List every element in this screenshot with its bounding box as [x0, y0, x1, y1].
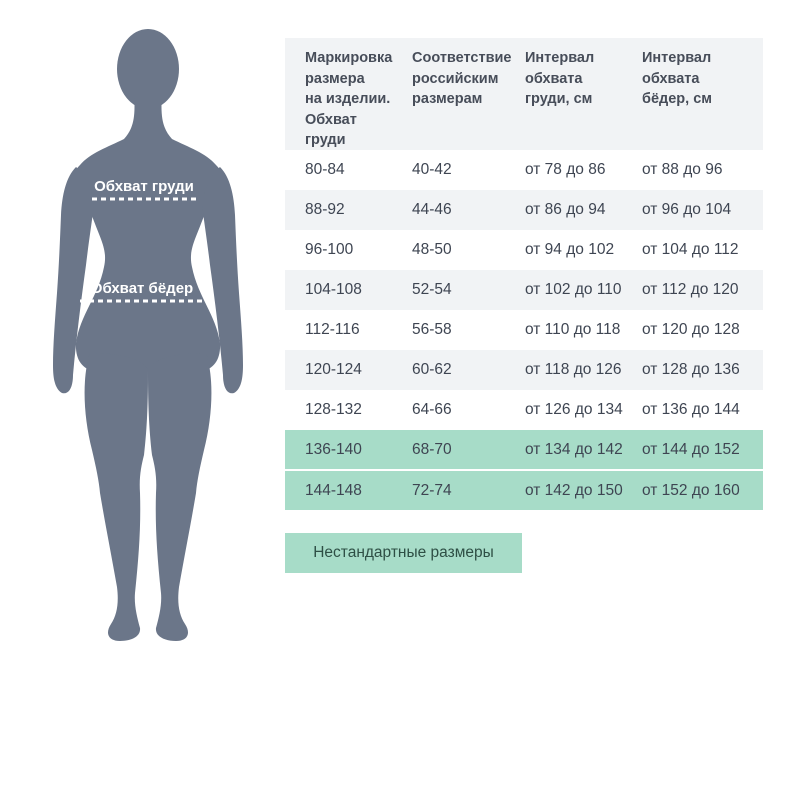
cell-hip-interval: от 144 до 152	[642, 440, 740, 458]
cell-russian-size: 44-46	[412, 201, 452, 218]
cell-hip-interval: от 136 до 144	[642, 401, 740, 418]
cell-chest-interval: от 94 до 102	[525, 241, 615, 258]
cell-hip-interval: от 104 до 112	[642, 241, 739, 258]
cell-hip-interval: от 112 до 120	[642, 281, 739, 298]
cell-chest-interval: от 134 до 142	[525, 440, 623, 458]
cell-chest-interval: от 110 до 118	[525, 321, 621, 338]
table-row: 96-100 48-50 от 94 до 102 от 104 до 112	[285, 230, 763, 270]
cell-russian-size: 60-62	[412, 361, 452, 378]
cell-hip-interval: от 96 до 104	[642, 201, 732, 218]
cell-russian-size: 64-66	[412, 401, 452, 418]
table-row: 112-116 56-58 от 110 до 118 от 120 до 12…	[285, 310, 763, 350]
cell-size-marking: 136-140	[305, 440, 362, 458]
cell-chest-interval: от 126 до 134	[525, 401, 623, 418]
cell-russian-size: 48-50	[412, 241, 452, 258]
size-table: Маркировка размера на изделии. Обхват гр…	[285, 38, 763, 573]
size-table-header: Маркировка размера на изделии. Обхват гр…	[285, 38, 763, 150]
cell-chest-interval: от 142 до 150	[525, 481, 623, 499]
cell-size-marking: 96-100	[305, 241, 354, 258]
cell-hip-interval: от 128 до 136	[642, 361, 740, 378]
body-right-arm	[202, 167, 243, 394]
cell-russian-size: 72-74	[412, 481, 452, 499]
header-hip-interval: Интервал обхвата бёдер, см	[642, 50, 712, 107]
cell-size-marking: 80-84	[305, 161, 345, 178]
cell-size-marking: 128-132	[305, 401, 362, 418]
body-right-leg	[148, 353, 212, 641]
cell-hip-interval: от 120 до 128	[642, 321, 740, 338]
header-russian-sizes: Соответствие российским размерам	[412, 50, 512, 107]
table-row-highlighted: 136-140 68-70 от 134 до 142 от 144 до 15…	[285, 430, 763, 469]
cell-size-marking: 112-116	[305, 321, 360, 338]
cell-chest-interval: от 86 до 94	[525, 201, 606, 218]
body-left-leg	[84, 353, 148, 641]
body-left-arm	[53, 167, 94, 394]
body-torso	[71, 95, 225, 371]
cell-chest-interval: от 78 до 86	[525, 161, 606, 178]
table-row: 88-92 44-46 от 86 до 94 от 96 до 104	[285, 190, 763, 230]
hip-girth-label: Обхват бёдер	[91, 280, 193, 297]
cell-hip-interval: от 88 до 96	[642, 161, 723, 178]
cell-russian-size: 40-42	[412, 161, 452, 178]
cell-russian-size: 68-70	[412, 440, 452, 458]
table-row: 120-124 60-62 от 118 до 126 от 128 до 13…	[285, 350, 763, 390]
table-row: 104-108 52-54 от 102 до 110 от 112 до 12…	[285, 270, 763, 310]
cell-hip-interval: от 152 до 160	[642, 481, 740, 499]
female-body-silhouette: Обхват груди Обхват бёдер	[53, 29, 243, 641]
cell-chest-interval: от 118 до 126	[525, 361, 622, 378]
cell-size-marking: 104-108	[305, 281, 362, 298]
cell-size-marking: 120-124	[305, 361, 362, 378]
cell-russian-size: 52-54	[412, 281, 452, 298]
cell-size-marking: 144-148	[305, 481, 362, 499]
table-row: 128-132 64-66 от 126 до 134 от 136 до 14…	[285, 390, 763, 430]
table-row: 80-84 40-42 от 78 до 86 от 88 до 96	[285, 150, 763, 190]
chest-girth-label: Обхват груди	[94, 178, 194, 195]
cell-russian-size: 56-58	[412, 321, 452, 338]
cell-size-marking: 88-92	[305, 201, 345, 218]
table-row-highlighted: 144-148 72-74 от 142 до 150 от 152 до 16…	[285, 469, 763, 510]
body-head	[117, 29, 179, 109]
nonstandard-sizes-badge[interactable]: Нестандартные размеры	[285, 533, 522, 573]
header-size-marking: Маркировка размера на изделии. Обхват гр…	[305, 50, 393, 148]
cell-chest-interval: от 102 до 110	[525, 281, 622, 298]
header-chest-interval: Интервал обхвата груди, см	[525, 50, 595, 107]
